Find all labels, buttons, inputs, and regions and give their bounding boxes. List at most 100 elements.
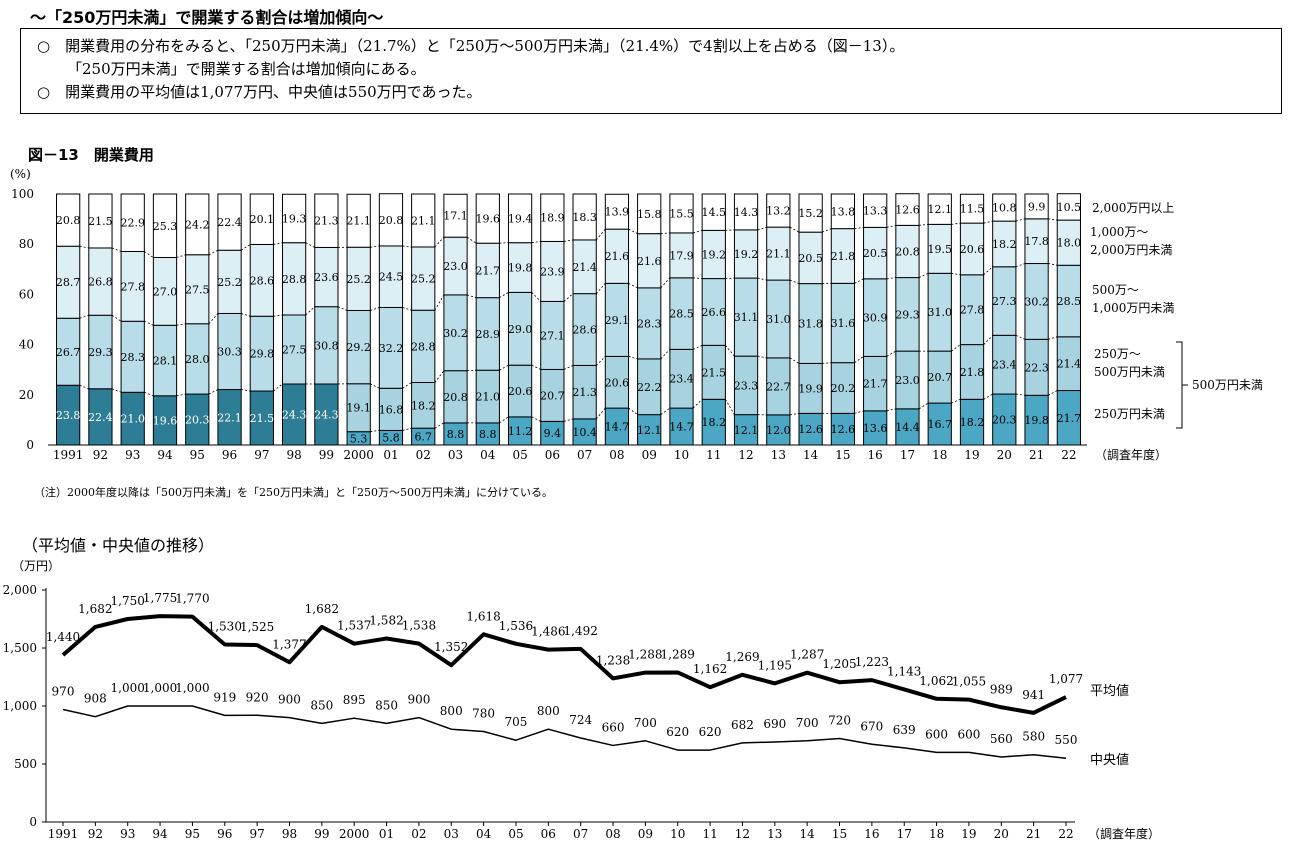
data-label: 18.2 xyxy=(992,238,1017,251)
data-label: 28.5 xyxy=(1057,295,1082,308)
data-label: 24.3 xyxy=(314,409,339,422)
data-label: 28.3 xyxy=(637,317,662,330)
legend-label-500-1000-a: 500万～ xyxy=(1092,283,1139,297)
connector-line xyxy=(692,399,703,409)
connector-line xyxy=(208,249,219,256)
data-label: 670 xyxy=(860,719,883,733)
data-label: 720 xyxy=(828,713,851,727)
x-tick-label: 22 xyxy=(1058,827,1073,841)
data-label: 700 xyxy=(796,716,819,730)
data-label: 12.0 xyxy=(766,424,791,437)
x-tick-label: 92 xyxy=(93,448,108,462)
x-tick-label: 02 xyxy=(416,448,431,462)
x-tick-label: 05 xyxy=(512,448,527,462)
data-label: 21.3 xyxy=(314,215,339,228)
y-axis-label: （万円） xyxy=(12,559,60,573)
bar-segment xyxy=(992,193,1017,222)
connector-line xyxy=(1048,263,1058,266)
connector-line xyxy=(1048,336,1058,340)
connector-line xyxy=(595,407,606,420)
stacked-bar-chart: (%)02040608010023.826.728.720.8199122.42… xyxy=(10,168,1263,462)
page-heading: ～「250万円未満」で開業する割合は増加傾向～ xyxy=(30,8,384,27)
x-tick-label: 96 xyxy=(222,448,237,462)
data-label: 27.5 xyxy=(282,343,307,356)
data-label: 23.0 xyxy=(443,260,468,273)
connector-line xyxy=(499,416,509,424)
connector-line xyxy=(402,245,412,248)
data-label: 21.1 xyxy=(411,214,436,227)
bar-segment xyxy=(507,193,533,244)
connector-line xyxy=(467,369,477,372)
connector-line xyxy=(822,228,832,233)
legend-label-500-1000-b: 1,000万円未満 xyxy=(1092,301,1174,315)
connector-line xyxy=(725,399,735,415)
summary-line-2: 「250万円未満」で開業する割合は増加傾向にある。 xyxy=(67,60,426,78)
data-label: 13.8 xyxy=(831,205,856,218)
data-label: 19.3 xyxy=(282,212,307,225)
data-label: 15.8 xyxy=(637,208,662,221)
x-tick-label: 04 xyxy=(480,448,496,462)
connector-line xyxy=(918,402,929,410)
data-label: 6.7 xyxy=(414,431,432,444)
bar-segment xyxy=(475,193,500,244)
data-label: 28.8 xyxy=(282,273,307,286)
connector-line xyxy=(918,272,929,278)
connector-line xyxy=(466,236,477,244)
bar-segment xyxy=(637,193,662,235)
data-label: 31.0 xyxy=(927,306,952,319)
connector-line xyxy=(757,226,767,231)
line-chart: （万円） 0 500 1,000 1,500 2,000 1991 92 93 94 95 96 97 9… xyxy=(3,559,1160,841)
bar-segment xyxy=(281,193,307,244)
data-label: 21.8 xyxy=(831,250,856,263)
data-label: 19.5 xyxy=(927,243,952,256)
connector-line xyxy=(434,294,445,311)
bar-segment xyxy=(604,193,630,230)
data-label: 620 xyxy=(699,725,722,739)
data-label: 1,269 xyxy=(725,650,759,664)
bar-segment xyxy=(88,193,113,249)
bar-segment xyxy=(830,193,856,230)
data-label: 21.1 xyxy=(346,215,371,228)
data-label: 1,062 xyxy=(919,674,953,688)
connector-line xyxy=(951,398,961,404)
connector-line xyxy=(789,412,800,416)
data-label: 23.0 xyxy=(895,374,920,387)
data-label: 23.4 xyxy=(992,359,1017,372)
data-label: 1,205 xyxy=(822,657,856,671)
bar-segment xyxy=(863,193,888,228)
data-label: 15.5 xyxy=(669,207,694,220)
bar-segment xyxy=(959,193,985,224)
x-tick-label: 1991 xyxy=(48,827,79,841)
connector-line xyxy=(370,307,380,311)
connector-line xyxy=(628,282,638,289)
data-label: 20.6 xyxy=(508,385,533,398)
connector-line xyxy=(563,293,574,302)
x-tick-label: 08 xyxy=(605,827,620,841)
connector-line xyxy=(822,362,832,364)
legend-bracket xyxy=(1176,341,1188,429)
data-label: 1,195 xyxy=(758,658,792,672)
data-label: 18.9 xyxy=(540,212,565,225)
data-label: 1,770 xyxy=(175,592,209,606)
connector-line xyxy=(983,393,993,400)
x-tick-label: 94 xyxy=(152,827,168,841)
data-label: 23.8 xyxy=(56,409,81,422)
x-tick-label: 99 xyxy=(314,827,329,841)
legend-label-under-250: 250万円未満 xyxy=(1094,407,1165,421)
connector-line xyxy=(660,407,671,415)
data-label: 1,000 xyxy=(111,681,145,695)
data-label: 660 xyxy=(602,720,625,734)
data-label: 1,238 xyxy=(596,653,630,667)
data-label: 1,530 xyxy=(208,620,242,634)
x-tick-label: 2000 xyxy=(339,827,370,841)
bar-segment xyxy=(346,193,371,248)
data-label: 18.2 xyxy=(960,416,985,429)
x-tick-label: 10 xyxy=(670,827,685,841)
x-tick-label: 08 xyxy=(609,448,624,462)
data-label: 21.7 xyxy=(476,264,501,277)
connector-line xyxy=(499,292,509,299)
data-label: 28.5 xyxy=(669,308,694,321)
x-tick-label: 06 xyxy=(541,827,556,841)
median-line xyxy=(62,705,1067,759)
connector-line xyxy=(144,320,154,326)
